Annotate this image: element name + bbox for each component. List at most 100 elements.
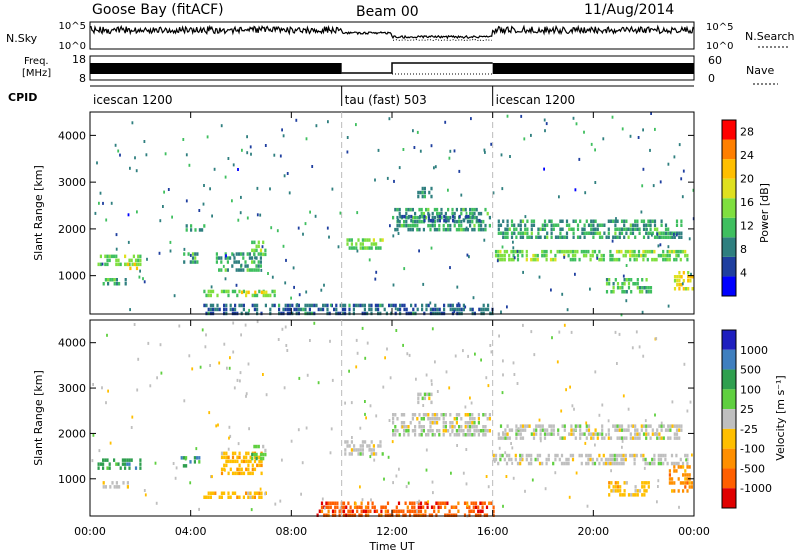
data-cell <box>458 311 461 316</box>
data-cell <box>232 321 235 325</box>
data-cell <box>534 457 537 462</box>
data-cell <box>601 424 604 428</box>
data-cell <box>570 432 573 436</box>
data-cell <box>335 303 338 308</box>
data-cell <box>659 180 662 184</box>
data-cell <box>434 303 437 308</box>
data-cell <box>580 461 583 466</box>
data-cell <box>454 354 457 358</box>
data-cell <box>505 461 509 466</box>
data-cell <box>407 481 410 485</box>
data-cell <box>361 311 364 316</box>
data-cell <box>223 342 226 346</box>
data-cell <box>227 447 230 451</box>
data-cell <box>508 453 511 458</box>
data-cell <box>625 227 628 231</box>
data-cell <box>642 424 646 428</box>
data-cell <box>531 478 534 482</box>
data-cell <box>143 140 146 143</box>
data-cell <box>585 231 588 235</box>
data-cell <box>248 256 251 260</box>
data-cell <box>122 481 125 485</box>
data-cell <box>635 257 638 262</box>
data-cell <box>643 286 646 290</box>
data-cell <box>557 223 560 227</box>
data-cell <box>480 307 483 312</box>
data-cell <box>392 303 395 308</box>
data-cell <box>469 413 472 417</box>
data-cell <box>519 227 522 231</box>
data-cell <box>614 485 617 489</box>
data-cell <box>346 136 349 139</box>
data-cell <box>224 175 227 179</box>
data-cell <box>689 279 692 283</box>
data-cell <box>611 257 614 262</box>
data-cell <box>457 509 460 513</box>
data-cell <box>273 289 276 294</box>
data-cell <box>422 211 425 216</box>
data-cell <box>657 253 660 258</box>
data-cell <box>432 311 435 316</box>
data-cell <box>610 481 613 485</box>
data-cell <box>127 213 130 217</box>
data-cell <box>325 501 328 505</box>
data-cell <box>590 142 593 146</box>
data-cell <box>603 231 606 235</box>
data-cell <box>524 231 527 235</box>
data-cell <box>574 249 577 254</box>
data-cell <box>350 448 353 452</box>
data-cell <box>146 257 148 261</box>
data-cell <box>438 211 441 216</box>
data-cell <box>510 257 513 262</box>
velocity-colorbar-swatch <box>722 369 736 390</box>
data-cell <box>274 502 277 506</box>
data-cell <box>397 218 400 223</box>
data-cell <box>480 219 483 224</box>
data-cell <box>225 307 228 312</box>
data-cell <box>649 227 652 231</box>
data-cell <box>594 231 597 235</box>
data-cell <box>277 338 280 341</box>
data-cell <box>646 249 649 254</box>
data-cell <box>680 428 683 432</box>
data-cell <box>348 444 351 448</box>
data-cell <box>480 223 483 228</box>
data-cell <box>614 489 617 493</box>
data-cell <box>407 227 410 232</box>
data-cell <box>392 417 395 421</box>
data-cell <box>554 453 557 458</box>
data-cell <box>618 227 621 231</box>
data-cell <box>625 231 628 235</box>
data-cell <box>339 311 342 316</box>
data-cell <box>559 219 562 223</box>
data-cell <box>236 495 239 499</box>
power-colorbar-swatch <box>722 139 736 160</box>
data-cell <box>436 227 439 232</box>
data-cell <box>359 448 362 452</box>
data-cell <box>594 227 597 231</box>
data-cell <box>680 177 683 181</box>
data-cell <box>431 421 434 425</box>
data-cell <box>453 417 456 421</box>
data-cell <box>686 465 689 469</box>
data-cell <box>545 257 548 262</box>
data-cell <box>636 227 639 231</box>
data-cell <box>352 311 355 316</box>
data-cell <box>442 433 445 437</box>
data-cell <box>568 227 571 231</box>
data-cell <box>137 357 140 361</box>
data-cell <box>512 253 515 258</box>
data-cell <box>615 249 619 254</box>
data-cell <box>117 262 120 267</box>
data-cell <box>545 122 548 126</box>
data-cell <box>590 231 593 235</box>
data-cell <box>618 461 621 466</box>
data-cell <box>91 459 94 463</box>
data-cell <box>497 432 500 436</box>
data-cell <box>257 264 260 268</box>
data-cell <box>356 505 359 509</box>
data-cell <box>235 283 238 287</box>
data-cell <box>501 453 504 458</box>
data-cell <box>528 424 531 428</box>
data-cell <box>521 436 525 440</box>
